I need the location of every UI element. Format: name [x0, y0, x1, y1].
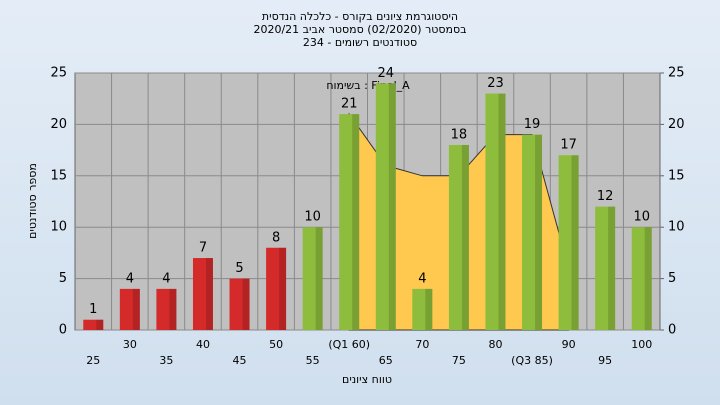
data-label: 10	[633, 210, 650, 225]
bar-shade	[96, 319, 104, 330]
title-line: בסמסטר (02/2020) סמסטר אביב 2020/21	[253, 23, 466, 36]
bar-shade	[461, 144, 469, 330]
data-label: 12	[597, 189, 614, 204]
x-tick-label: 45	[233, 354, 247, 367]
title-line: היסטוגרמת ציונים בקורס - כלכלה הנדסית	[262, 10, 458, 23]
bar	[192, 258, 213, 330]
data-label: 10	[304, 210, 321, 225]
y2-tick-label: 20	[668, 117, 685, 132]
bar-shade	[388, 83, 396, 330]
data-label: 17	[560, 138, 577, 153]
bar-shade	[242, 278, 250, 330]
bar	[156, 288, 177, 330]
bar	[229, 278, 250, 330]
y-tick-label: 10	[50, 220, 67, 235]
data-label: 23	[487, 76, 504, 91]
bar-shade	[425, 288, 433, 330]
x-tick-label: 75	[452, 354, 466, 367]
bar	[595, 206, 616, 330]
bar	[302, 227, 323, 330]
bar	[119, 288, 140, 330]
x-tick-label: 25	[86, 354, 100, 367]
data-label: 21	[341, 97, 358, 112]
data-label: 4	[162, 271, 170, 286]
y2-tick-label: 0	[668, 323, 676, 338]
x-tick-label: 65	[379, 354, 393, 367]
bar	[266, 247, 287, 330]
y-tick-label: 5	[59, 271, 67, 286]
data-label: 7	[199, 241, 207, 256]
y-tick-label: 15	[50, 168, 67, 183]
x-tick-label: 80	[488, 338, 502, 351]
bar-shade	[279, 247, 287, 330]
bar-shade	[205, 258, 213, 330]
bar	[631, 227, 652, 330]
x-tick-label: 40	[196, 338, 210, 351]
data-label: 8	[272, 230, 280, 245]
x-tick-label: 30	[123, 338, 137, 351]
y-tick-label: 0	[59, 323, 67, 338]
data-label: 4	[126, 271, 134, 286]
data-label: 24	[378, 66, 395, 81]
bar	[558, 155, 579, 330]
bar	[339, 114, 360, 331]
y2-tick-label: 15	[668, 168, 685, 183]
bar	[375, 83, 396, 330]
annotation: בשימוח : Final_A	[326, 79, 410, 92]
y-axis-label: מספר סטודנטים	[26, 163, 39, 239]
x-tick-label: 90	[562, 338, 576, 351]
data-label: 5	[235, 261, 243, 276]
x-tick-label: 70	[415, 338, 429, 351]
bar-shade	[132, 288, 140, 330]
bar-shade	[169, 288, 177, 330]
x-tick-label: 50	[269, 338, 283, 351]
title-line: סטודנטים רשומים - 234	[303, 36, 417, 49]
data-label: 18	[451, 127, 468, 142]
y2-tick-label: 5	[668, 271, 676, 286]
y2-tick-label: 25	[668, 66, 685, 81]
bar-shade	[644, 227, 652, 330]
bar	[485, 93, 506, 330]
bar-shade	[315, 227, 323, 330]
x-tick-label: (Q3 85)	[511, 354, 553, 367]
bar-shade	[352, 114, 360, 331]
bar	[412, 288, 433, 330]
x-tick-label: 55	[306, 354, 320, 367]
y2-tick-label: 10	[668, 220, 685, 235]
x-tick-label: 100	[631, 338, 652, 351]
x-tick-label: 35	[159, 354, 173, 367]
data-label: 1	[89, 302, 97, 317]
x-tick-label: 95	[598, 354, 612, 367]
y-tick-label: 25	[50, 66, 67, 81]
data-label: 19	[524, 117, 541, 132]
bar-shade	[608, 206, 616, 330]
bar	[522, 134, 543, 330]
bar	[448, 144, 469, 330]
data-label: 4	[418, 271, 426, 286]
bar-shade	[498, 93, 506, 330]
bar-shade	[571, 155, 579, 330]
y-tick-label: 20	[50, 117, 67, 132]
x-tick-label: (Q1 60)	[328, 338, 370, 351]
bar	[83, 319, 104, 330]
x-axis-label: טווח ציונים	[342, 373, 392, 386]
bar-shade	[535, 134, 543, 330]
